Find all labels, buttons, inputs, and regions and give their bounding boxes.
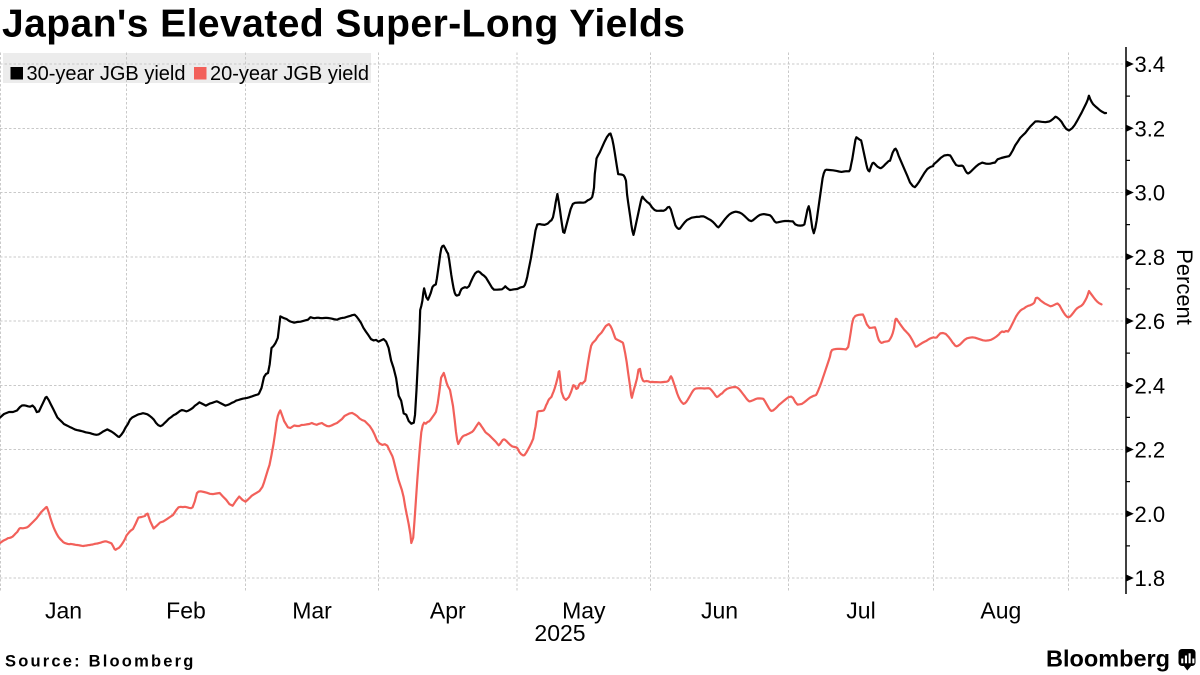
svg-text:20-year JGB yield: 20-year JGB yield — [210, 63, 369, 85]
svg-text:1.8: 1.8 — [1135, 566, 1166, 591]
svg-text:Jan: Jan — [45, 598, 82, 624]
svg-text:Apr: Apr — [430, 598, 466, 624]
svg-text:2025: 2025 — [534, 620, 585, 646]
svg-text:Feb: Feb — [166, 598, 206, 624]
svg-text:Percent: Percent — [1172, 249, 1197, 325]
svg-text:Jul: Jul — [846, 598, 875, 624]
svg-text:3.2: 3.2 — [1135, 116, 1166, 141]
svg-text:2.0: 2.0 — [1135, 502, 1166, 527]
svg-text:30-year JGB yield: 30-year JGB yield — [27, 63, 186, 85]
svg-text:2.8: 2.8 — [1135, 245, 1166, 270]
svg-text:3.4: 3.4 — [1135, 52, 1166, 77]
svg-text:Jun: Jun — [701, 598, 738, 624]
svg-text:Source: Bloomberg: Source: Bloomberg — [5, 653, 196, 671]
svg-text:Aug: Aug — [980, 598, 1021, 624]
svg-text:Bloomberg: Bloomberg — [1046, 646, 1170, 672]
svg-text:2.2: 2.2 — [1135, 438, 1166, 463]
svg-text:2.6: 2.6 — [1135, 309, 1166, 334]
svg-text:May: May — [562, 598, 606, 624]
svg-text:Japan's Elevated Super-Long Yi: Japan's Elevated Super-Long Yields — [2, 3, 685, 46]
svg-text:Mar: Mar — [292, 598, 332, 624]
svg-text:2.4: 2.4 — [1135, 373, 1166, 398]
svg-text:3.0: 3.0 — [1135, 181, 1166, 206]
